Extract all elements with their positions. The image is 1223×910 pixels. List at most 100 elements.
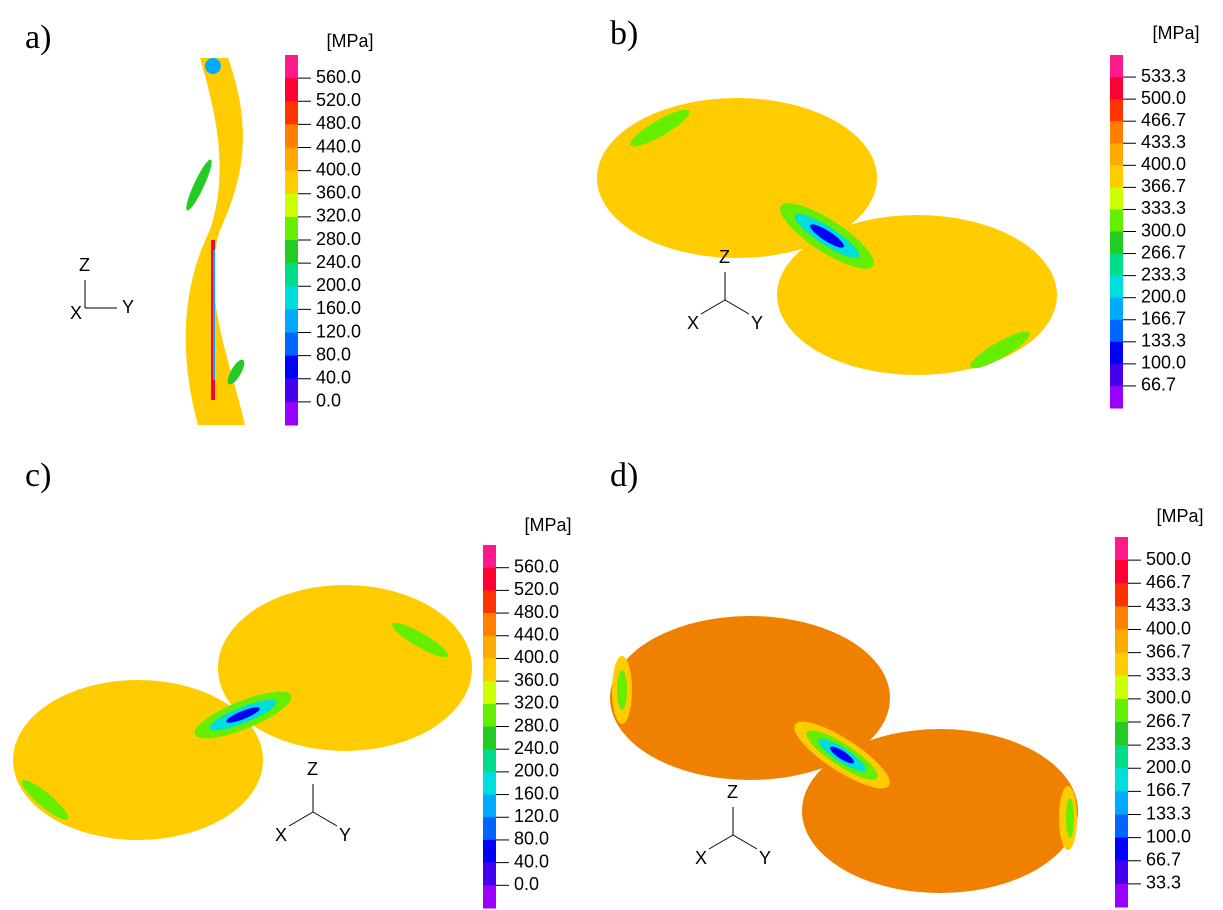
colorbar-band bbox=[1115, 629, 1128, 654]
colorbar-label: 333.3 bbox=[1146, 665, 1191, 685]
disc bbox=[218, 585, 472, 751]
colorbar-band bbox=[483, 635, 496, 659]
colorbar-band bbox=[483, 703, 496, 727]
colorbar-band bbox=[1115, 722, 1128, 746]
colorbar-band bbox=[285, 378, 298, 403]
colorbar-label: 300.0 bbox=[1146, 688, 1191, 708]
axis-x-label: X bbox=[70, 303, 82, 323]
stress-spot bbox=[617, 670, 627, 710]
colorbar-label: 166.7 bbox=[1141, 309, 1186, 329]
colorbar-band bbox=[1110, 341, 1123, 365]
colorbar-label: 520.0 bbox=[316, 90, 361, 110]
colorbar-label: 440.0 bbox=[514, 625, 559, 645]
colorbar-label: 40.0 bbox=[514, 851, 549, 871]
unit-label: [MPa] bbox=[1152, 23, 1199, 43]
colorbar-band bbox=[1110, 99, 1123, 122]
panel-label: a) bbox=[25, 19, 51, 56]
colorbar-band bbox=[483, 545, 496, 569]
axis-z-label: Z bbox=[719, 247, 730, 267]
colorbar-label: 160.0 bbox=[514, 783, 559, 803]
colorbar-label: 433.3 bbox=[1146, 595, 1191, 615]
colorbar-band bbox=[1115, 583, 1128, 607]
colorbar-label: 166.7 bbox=[1146, 780, 1191, 800]
contact-zone bbox=[810, 224, 844, 248]
axis-x-label: X bbox=[687, 313, 699, 333]
colorbar-label: 466.7 bbox=[1141, 110, 1186, 130]
colorbar-band bbox=[285, 193, 298, 218]
colorbar-band bbox=[1110, 275, 1123, 299]
stress-spot bbox=[630, 109, 690, 147]
colorbar-band bbox=[285, 216, 298, 241]
axis-y bbox=[732, 834, 758, 850]
colorbar-band bbox=[483, 839, 496, 864]
colorbar-band bbox=[285, 147, 298, 172]
colorbar-band bbox=[483, 862, 496, 886]
axis-y-label: Y bbox=[122, 297, 134, 317]
colorbar-band bbox=[483, 613, 496, 637]
colorbar-label: 233.3 bbox=[1141, 264, 1186, 284]
colorbar-band bbox=[483, 771, 496, 796]
colorbar-band bbox=[1115, 814, 1128, 839]
axis-z-label: Z bbox=[727, 782, 738, 802]
colorbar-band bbox=[1110, 143, 1123, 166]
colorbar-band bbox=[1110, 165, 1123, 188]
disc bbox=[13, 680, 263, 840]
colorbar-label: 0.0 bbox=[514, 874, 539, 894]
colorbar-band bbox=[1115, 837, 1128, 862]
colorbar-band bbox=[1115, 675, 1128, 700]
axis-y-label: Y bbox=[339, 825, 351, 845]
colorbar-label: 533.3 bbox=[1141, 66, 1186, 86]
colorbar-band bbox=[1110, 363, 1123, 387]
colorbar-label: 500.0 bbox=[1141, 88, 1186, 108]
colorbar-band bbox=[483, 817, 496, 841]
colorbar-label: 80.0 bbox=[316, 344, 351, 364]
colorbar-band bbox=[1110, 187, 1123, 210]
colorbar-label: 433.3 bbox=[1141, 132, 1186, 152]
colorbar-label: 400.0 bbox=[1146, 618, 1191, 638]
axis-x bbox=[708, 834, 734, 850]
colorbar-label: 500.0 bbox=[1146, 549, 1191, 569]
colorbar-band bbox=[285, 263, 298, 287]
model-c bbox=[13, 585, 472, 840]
colorbar-label: 120.0 bbox=[514, 806, 559, 826]
colorbar-band bbox=[285, 124, 298, 148]
colorbar-label: 560.0 bbox=[316, 67, 361, 87]
contact-zone bbox=[226, 707, 260, 723]
colorbar-label: 560.0 bbox=[514, 556, 559, 576]
colorbar-label: 160.0 bbox=[316, 298, 361, 318]
colorbar-label: 400.0 bbox=[514, 647, 559, 667]
colorbar-label: 440.0 bbox=[316, 136, 361, 156]
colorbar-label: 280.0 bbox=[316, 229, 361, 249]
colorbar-band bbox=[1110, 297, 1123, 321]
colorbar-label: 66.7 bbox=[1146, 850, 1181, 870]
axis-x bbox=[288, 811, 314, 827]
stress-spot bbox=[392, 622, 448, 658]
colorbar-band bbox=[1110, 385, 1123, 409]
colorbar-label: 200.0 bbox=[514, 761, 559, 781]
colorbar-band bbox=[285, 355, 298, 380]
contact-zone bbox=[830, 746, 854, 764]
colorbar-band bbox=[483, 885, 496, 909]
colorbar-label: 366.7 bbox=[1141, 176, 1186, 196]
stress-spot bbox=[186, 159, 212, 211]
colorbar-band bbox=[1115, 560, 1128, 584]
unit-label: [MPa] bbox=[524, 515, 571, 535]
colorbar-label: 400.0 bbox=[316, 159, 361, 179]
colorbar-band bbox=[1110, 231, 1123, 255]
colorbar-label: 266.7 bbox=[1141, 242, 1186, 262]
colorbar-label: 366.7 bbox=[1146, 641, 1191, 661]
colorbar-band bbox=[1115, 698, 1128, 723]
colorbar-band bbox=[1115, 883, 1128, 908]
colorbar-band bbox=[483, 794, 496, 818]
unit-label: [MPa] bbox=[326, 31, 373, 51]
colorbar-label: 80.0 bbox=[514, 829, 549, 849]
colorbar-label: 200.0 bbox=[1141, 286, 1186, 306]
axis-y bbox=[312, 811, 338, 827]
colorbar-band bbox=[1110, 121, 1123, 144]
colorbar-band bbox=[285, 101, 298, 125]
stress-spot bbox=[1066, 798, 1074, 838]
stress-spot bbox=[21, 779, 69, 821]
model-d bbox=[610, 616, 1078, 893]
colorbar-band bbox=[1110, 319, 1123, 343]
